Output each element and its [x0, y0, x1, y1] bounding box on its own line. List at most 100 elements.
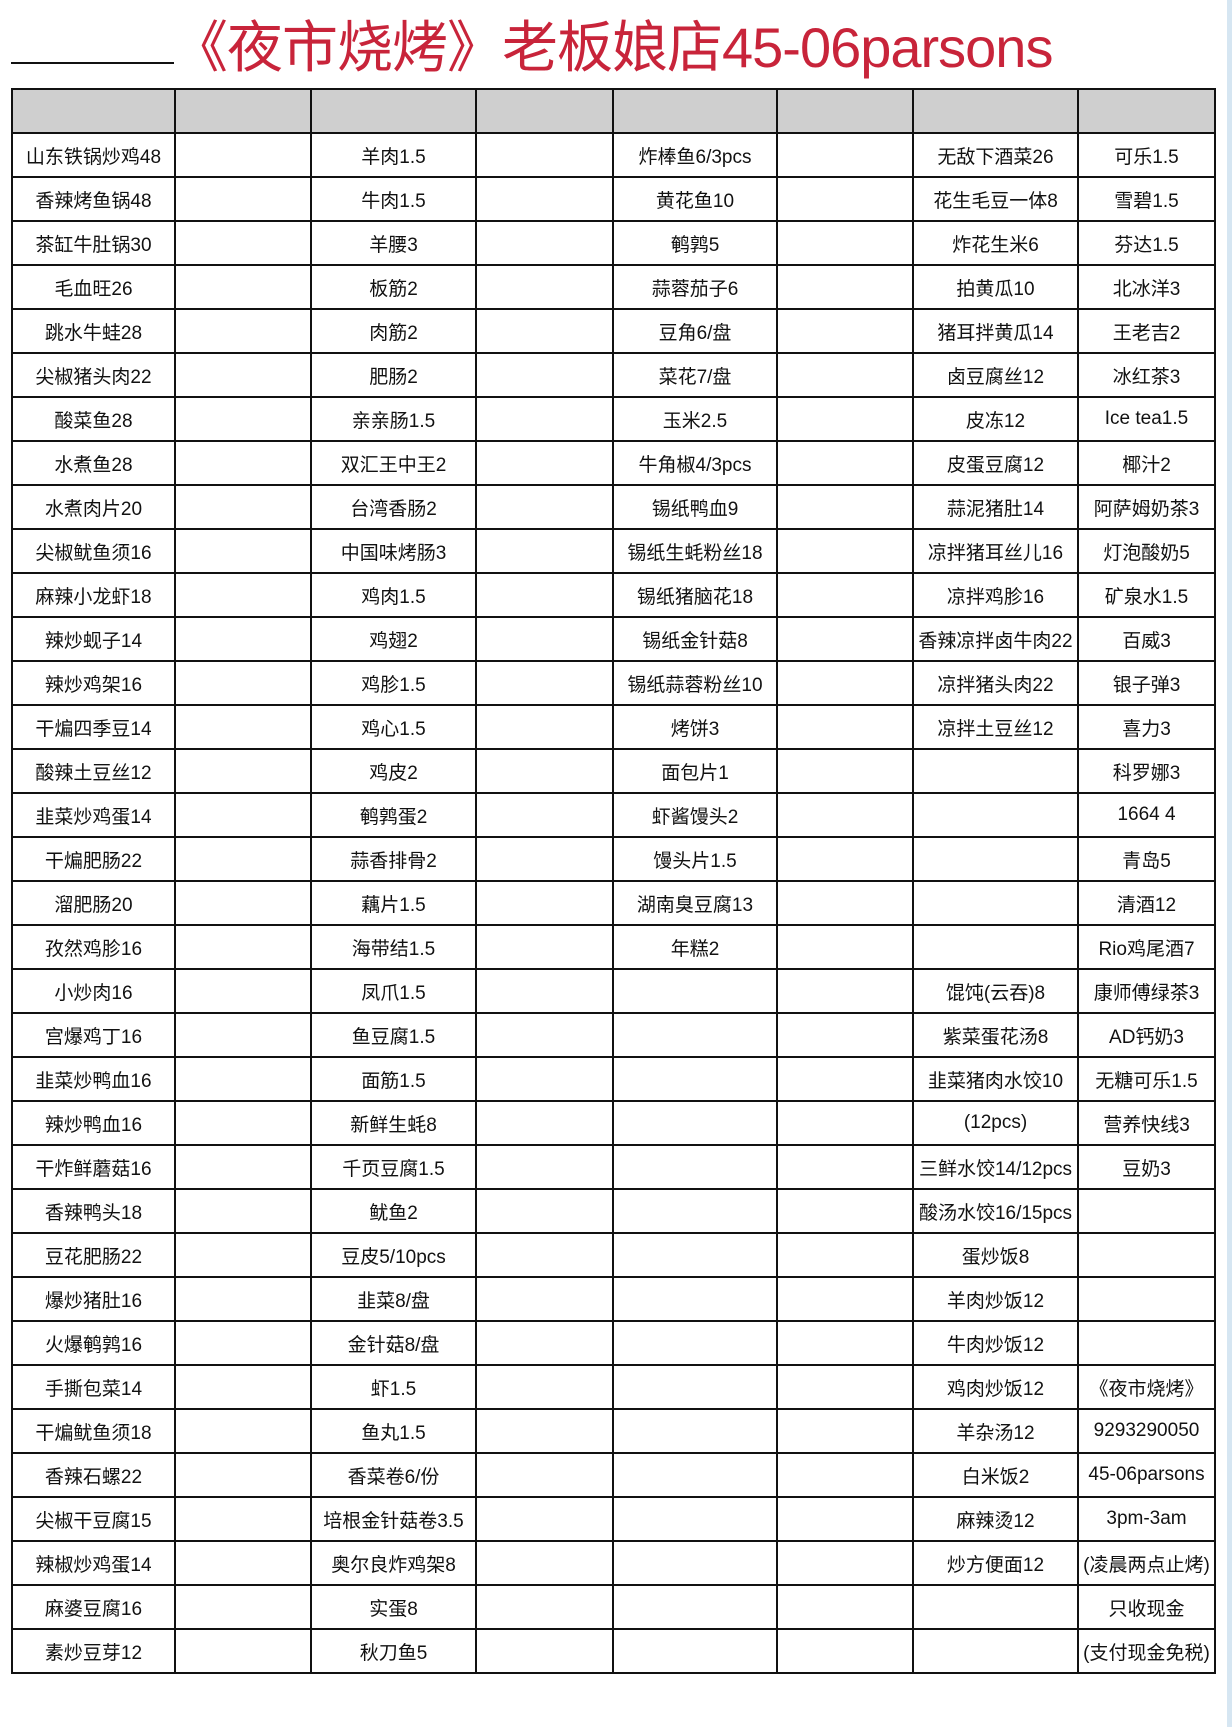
- menu-cell: [174, 616, 312, 662]
- page-title: 《夜市烧烤》老板娘店45-06parsons: [172, 16, 1053, 79]
- table-row: 香辣鸭头18 鱿鱼2 酸汤水饺16/15pcs: [11, 1188, 1216, 1234]
- table-row: 山东铁锅炒鸡48 羊肉1.5 炸棒鱼6/3pcs 无敌下酒菜26 可乐1.5: [11, 132, 1216, 178]
- menu-cell: [475, 528, 614, 574]
- menu-cell: 《夜市烧烤》: [1077, 1364, 1216, 1410]
- menu-table: 山东铁锅炒鸡48 羊肉1.5 炸棒鱼6/3pcs 无敌下酒菜26 可乐1.5 香辣烤鱼锅4…: [11, 88, 1216, 1674]
- menu-cell: 面包片1: [612, 748, 778, 794]
- menu-cell: [776, 308, 914, 354]
- menu-cell: 麻辣烫12: [912, 1496, 1079, 1542]
- menu-cell: 双汇王中王2: [310, 440, 477, 486]
- menu-cell: 玉米2.5: [612, 396, 778, 442]
- menu-cell: [1077, 1320, 1216, 1366]
- menu-cell: 矿泉水1.5: [1077, 572, 1216, 618]
- table-row: 豆花肥肠22 豆皮5/10pcs 蛋炒饭8: [11, 1232, 1216, 1278]
- menu-cell: 辣炒鸭血16: [11, 1100, 176, 1146]
- menu-cell: [612, 1276, 778, 1322]
- menu-cell: 年糕2: [612, 924, 778, 970]
- table-row: 酸菜鱼28 亲亲肠1.5 玉米2.5 皮冻12 Ice tea1.5: [11, 396, 1216, 442]
- menu-cell: [174, 1276, 312, 1322]
- menu-cell: [475, 616, 614, 662]
- menu-cell: 猪耳拌黄瓜14: [912, 308, 1079, 354]
- menu-cell: [776, 264, 914, 310]
- menu-cell: [1077, 1188, 1216, 1234]
- header-cell: [310, 88, 477, 134]
- table-row: 水煮鱼28 双汇王中王2 牛角椒4/3pcs 皮蛋豆腐12 椰汁2: [11, 440, 1216, 486]
- menu-cell: [776, 1628, 914, 1674]
- menu-cell: [475, 220, 614, 266]
- menu-cell: 奥尔良炸鸡架8: [310, 1540, 477, 1586]
- menu-cell: 鹌鹑5: [612, 220, 778, 266]
- table-row: 茶缸牛肚锅30 羊腰3 鹌鹑5 炸花生米6 芬达1.5: [11, 220, 1216, 266]
- menu-cell: 白米饭2: [912, 1452, 1079, 1498]
- menu-cell: 豆奶3: [1077, 1144, 1216, 1190]
- menu-cell: [912, 924, 1079, 970]
- menu-cell: 新鲜生蚝8: [310, 1100, 477, 1146]
- menu-cell: [612, 1364, 778, 1410]
- table-row: 酸辣土豆丝12 鸡皮2 面包片1 科罗娜3: [11, 748, 1216, 794]
- menu-cell: [475, 308, 614, 354]
- table-row: 辣炒蚬子14 鸡翅2 锡纸金针菇8 香辣凉拌卤牛肉22 百威3: [11, 616, 1216, 662]
- menu-cell: 鸡胗1.5: [310, 660, 477, 706]
- menu-cell: [776, 704, 914, 750]
- menu-cell: 9293290050: [1077, 1408, 1216, 1454]
- menu-cell: 板筋2: [310, 264, 477, 310]
- menu-cell: 中国味烤肠3: [310, 528, 477, 574]
- menu-cell: 尖椒干豆腐15: [11, 1496, 176, 1542]
- menu-cell: 皮蛋豆腐12: [912, 440, 1079, 486]
- table-row: 韭菜炒鸡蛋14 鹌鹑蛋2 虾酱馒头2 1664 4: [11, 792, 1216, 838]
- menu-cell: 雪碧1.5: [1077, 176, 1216, 222]
- table-row: 尖椒干豆腐15 培根金针菇卷3.5 麻辣烫12 3pm-3am: [11, 1496, 1216, 1542]
- menu-cell: [174, 1584, 312, 1630]
- menu-cell: 3pm-3am: [1077, 1496, 1216, 1542]
- menu-cell: [174, 396, 312, 442]
- table-row: 小炒肉16 凤爪1.5 馄饨(云吞)8 康师傅绿茶3: [11, 968, 1216, 1014]
- menu-cell: [612, 1188, 778, 1234]
- menu-cell: 酸汤水饺16/15pcs: [912, 1188, 1079, 1234]
- menu-cell: [475, 1452, 614, 1498]
- menu-cell: 香辣石螺22: [11, 1452, 176, 1498]
- menu-cell: 尖椒鱿鱼须16: [11, 528, 176, 574]
- header-cell: [776, 88, 914, 134]
- table-row: 麻婆豆腐16 实蛋8 只收现金: [11, 1584, 1216, 1630]
- menu-cell: 麻婆豆腐16: [11, 1584, 176, 1630]
- table-row: 宫爆鸡丁16 鱼豆腐1.5 紫菜蛋花汤8 AD钙奶3: [11, 1012, 1216, 1058]
- menu-cell: [475, 792, 614, 838]
- menu-cell: [776, 528, 914, 574]
- menu-cell: [475, 1144, 614, 1190]
- menu-cell: [475, 1584, 614, 1630]
- menu-cell: [174, 968, 312, 1014]
- menu-cell: 45-06parsons: [1077, 1452, 1216, 1498]
- menu-cell: 牛肉炒饭12: [912, 1320, 1079, 1366]
- menu-cell: 蒜泥猪肚14: [912, 484, 1079, 530]
- menu-cell: 亲亲肠1.5: [310, 396, 477, 442]
- table-row: 尖椒鱿鱼须16 中国味烤肠3 锡纸生蚝粉丝18 凉拌猪耳丝儿16 灯泡酸奶5: [11, 528, 1216, 574]
- menu-cell: 香辣凉拌卤牛肉22: [912, 616, 1079, 662]
- menu-cell: [612, 1320, 778, 1366]
- menu-cell: 锡纸猪脑花18: [612, 572, 778, 618]
- menu-cell: 1664 4: [1077, 792, 1216, 838]
- menu-cell: [475, 1188, 614, 1234]
- menu-cell: 面筋1.5: [310, 1056, 477, 1102]
- menu-cell: [612, 1232, 778, 1278]
- menu-cell: [776, 968, 914, 1014]
- menu-cell: [776, 616, 914, 662]
- menu-cell: (支付现金免税): [1077, 1628, 1216, 1674]
- menu-cell: [174, 792, 312, 838]
- menu-cell: 鸡肉炒饭12: [912, 1364, 1079, 1410]
- menu-cell: 孜然鸡胗16: [11, 924, 176, 970]
- menu-cell: 辣炒蚬子14: [11, 616, 176, 662]
- menu-cell: [776, 1056, 914, 1102]
- menu-cell: 卤豆腐丝12: [912, 352, 1079, 398]
- table-row: 辣椒炒鸡蛋14 奥尔良炸鸡架8 炒方便面12 (凌晨两点止烤): [11, 1540, 1216, 1586]
- menu-cell: 羊杂汤12: [912, 1408, 1079, 1454]
- menu-cell: [475, 924, 614, 970]
- menu-cell: 凤爪1.5: [310, 968, 477, 1014]
- table-row: 香辣石螺22 香菜卷6/份 白米饭2 45-06parsons: [11, 1452, 1216, 1498]
- table-row: 干煸肥肠22 蒜香排骨2 馒头片1.5 青岛5: [11, 836, 1216, 882]
- menu-cell: [612, 1144, 778, 1190]
- menu-cell: [475, 836, 614, 882]
- table-row: 孜然鸡胗16 海带结1.5 年糕2 Rio鸡尾酒7: [11, 924, 1216, 970]
- menu-cell: 阿萨姆奶茶3: [1077, 484, 1216, 530]
- menu-cell: 干煸鱿鱼须18: [11, 1408, 176, 1454]
- menu-cell: 尖椒猪头肉22: [11, 352, 176, 398]
